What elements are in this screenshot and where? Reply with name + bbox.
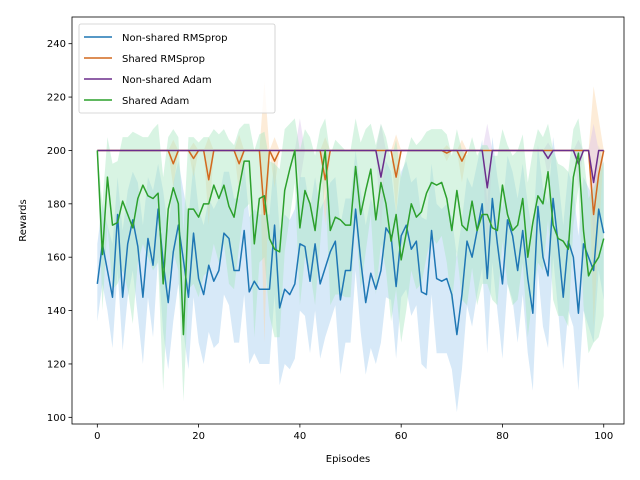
y-tick-label: 160 <box>47 253 66 264</box>
y-axis-label: Rewards <box>18 199 29 241</box>
x-axis-label: Episodes <box>326 454 370 465</box>
legend-label-3: Non-shared Adam <box>122 75 212 86</box>
legend: Non-shared RMSprop Shared RMSprop Non-sh… <box>78 23 276 114</box>
line-series-1 <box>96 197 605 336</box>
x-tick-label: 60 <box>395 431 408 442</box>
x-tick-label: 40 <box>294 431 307 442</box>
legend-label-1: Non-shared RMSprop <box>122 33 227 44</box>
y-tick-label: 220 <box>47 93 66 104</box>
y-tick-label: 140 <box>47 306 66 317</box>
line-series-4 <box>96 149 605 336</box>
band-series-4 <box>97 118 604 402</box>
x-axis-ticks: 0 20 40 60 80 100 <box>94 424 613 442</box>
x-tick-label: 100 <box>594 431 613 442</box>
plot-frame <box>71 16 625 425</box>
legend-box <box>78 23 276 114</box>
x-tick-label: 20 <box>192 431 205 442</box>
line-series-3 <box>97 149 604 189</box>
series-lines <box>96 149 605 336</box>
y-tick-label: 180 <box>47 199 66 210</box>
legend-label-2: Shared RMSprop <box>122 54 205 65</box>
y-tick-label: 120 <box>47 359 66 370</box>
legend-label-4: Shared Adam <box>122 96 189 107</box>
y-tick-label: 100 <box>47 413 66 424</box>
x-tick-label: 0 <box>94 431 100 442</box>
confidence-bands <box>97 81 604 412</box>
band-series-1 <box>97 137 604 412</box>
y-tick-label: 240 <box>47 39 66 50</box>
y-axis-ticks: 100 120 140 160 180 200 220 240 <box>47 39 72 424</box>
y-tick-label: 200 <box>47 146 66 157</box>
x-tick-label: 80 <box>496 431 509 442</box>
